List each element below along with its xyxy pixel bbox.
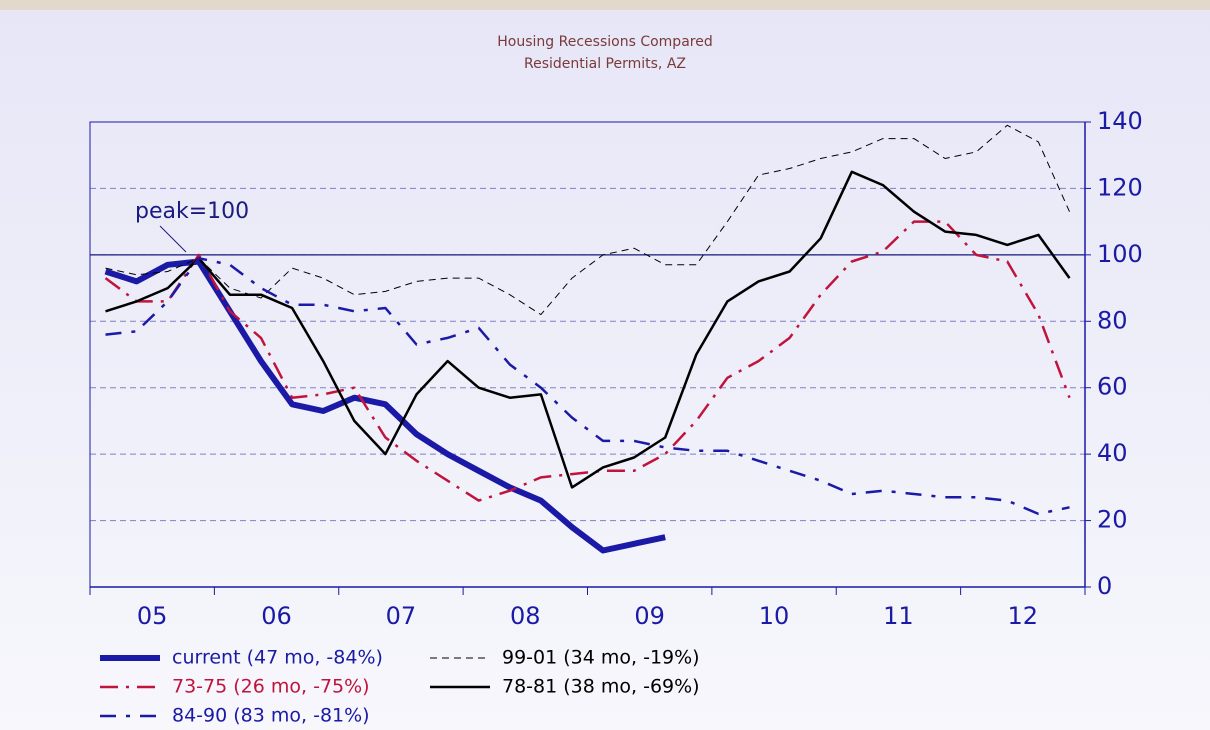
x-tick-label: 10 — [759, 602, 790, 630]
y-tick-label: 0 — [1097, 572, 1112, 600]
legend-label: 99-01 (34 mo, -19%) — [502, 647, 700, 669]
y-tick-label: 140 — [1097, 107, 1143, 135]
x-tick-label: 06 — [261, 602, 292, 630]
legend-label: current (47 mo, -84%) — [172, 647, 383, 669]
x-tick-label: 12 — [1008, 602, 1039, 630]
series-line — [104, 220, 1071, 502]
annotation: peak=100 — [135, 199, 249, 224]
x-tick-label: 08 — [510, 602, 541, 630]
y-tick-label: 80 — [1097, 306, 1128, 334]
top-band — [0, 0, 1210, 10]
legend-label: 73-75 (26 mo, -75%) — [172, 676, 370, 698]
chart-subtitle: Residential Permits, AZ — [524, 56, 686, 72]
series-line — [105, 170, 1071, 489]
y-tick-label: 60 — [1097, 373, 1128, 401]
x-tick-label: 09 — [634, 602, 665, 630]
y-tick-label: 40 — [1097, 439, 1128, 467]
legend-label: 78-81 (38 mo, -69%) — [502, 676, 700, 698]
chart-title: Housing Recessions Compared — [497, 34, 712, 50]
legend-label: 84-90 (83 mo, -81%) — [172, 705, 370, 727]
series-line — [104, 258, 666, 554]
annotation-pointer — [159, 225, 187, 253]
series-line — [105, 256, 1070, 516]
x-tick-label: 05 — [137, 602, 168, 630]
y-tick-label: 120 — [1097, 173, 1143, 201]
x-tick-label: 11 — [883, 602, 914, 630]
x-tick-label: 07 — [386, 602, 417, 630]
y-tick-label: 100 — [1097, 240, 1143, 268]
y-tick-label: 20 — [1097, 506, 1128, 534]
